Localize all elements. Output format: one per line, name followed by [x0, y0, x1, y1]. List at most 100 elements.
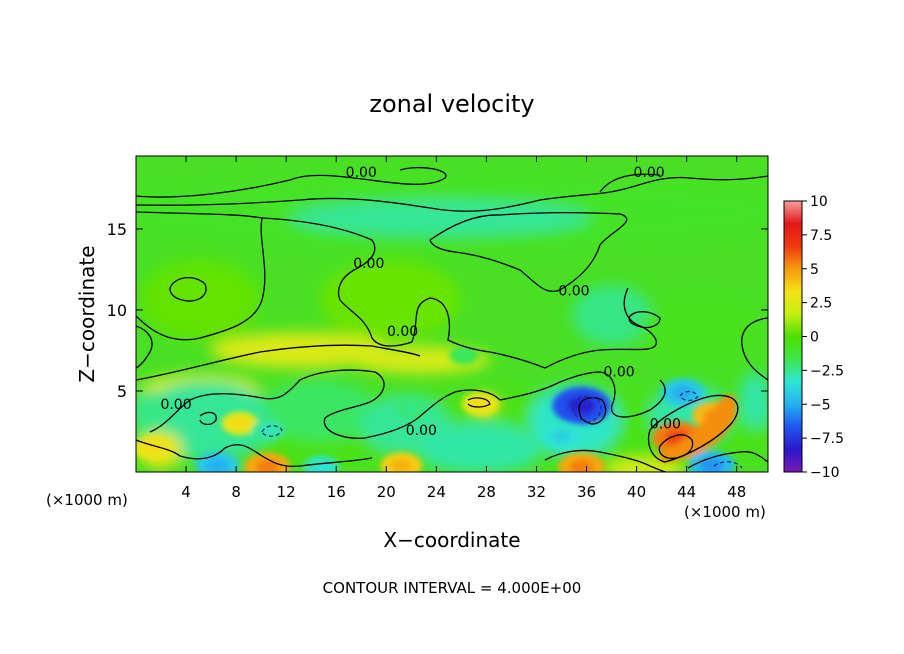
velocity-band-yellow — [210, 332, 390, 368]
velocity-feature-core — [143, 441, 162, 454]
velocity-region — [420, 423, 540, 472]
zero-contour-line — [149, 369, 501, 439]
contour-label: 0.00 — [406, 423, 437, 439]
zero-contour-line — [411, 297, 546, 369]
x-tick-label: 36 — [577, 483, 596, 501]
chart-title: zonal velocity — [369, 90, 534, 118]
velocity-feature-ridge — [660, 394, 737, 462]
x-tick-label: 32 — [527, 483, 546, 501]
zero-contour-line — [136, 166, 447, 198]
svg-text:0.00: 0.00 — [346, 165, 377, 181]
zero-contour-line — [499, 371, 666, 418]
contour-label: 0.00 — [634, 165, 665, 181]
zero-contour-line — [136, 175, 768, 212]
contour-label: 0.00 — [160, 397, 191, 413]
contour-label: 0.00 — [353, 256, 384, 272]
velocity-region — [640, 300, 760, 360]
velocity-region — [265, 380, 375, 440]
colorbar-tick-label: −5 — [810, 397, 831, 413]
zero-contour-line — [261, 217, 413, 347]
svg-text:0.00: 0.00 — [387, 324, 418, 340]
velocity-feature-core — [456, 350, 472, 360]
contour-label: 0.00 — [650, 416, 681, 432]
x-tick-label: 48 — [727, 483, 746, 501]
colorbar-gradient — [783, 200, 803, 473]
velocity-feature-core — [671, 385, 694, 400]
colorbar-tick-label: −2.5 — [810, 363, 844, 379]
zero-contour-line — [687, 451, 768, 469]
y-tick-label: 10 — [107, 301, 127, 320]
zero-contour-line — [599, 173, 661, 193]
y-axis: 5 10 15 — [107, 220, 768, 401]
zero-contour-line — [136, 439, 373, 468]
x-tick-label: 40 — [627, 483, 646, 501]
colorbar-tick-label: −7.5 — [810, 431, 844, 447]
x-tick-label: 20 — [377, 483, 396, 501]
zero-contour-line — [136, 211, 266, 341]
x-tick-label: 12 — [277, 483, 296, 501]
velocity-band-cyan — [290, 200, 590, 236]
velocity-feature-core — [390, 458, 412, 472]
x-tick-label: 8 — [231, 483, 241, 501]
x-unit-left: (×1000 m) — [46, 491, 128, 509]
svg-text:0.00: 0.00 — [160, 397, 191, 413]
zero-contour-line — [169, 277, 207, 302]
negative-contour-line — [679, 390, 699, 402]
contour-label: 0.00 — [346, 165, 377, 181]
colorbar: 10 7.5 5 2.5 0 −2.5 −5 −7.5 −10 — [783, 194, 844, 481]
svg-text:0.00: 0.00 — [634, 165, 665, 181]
svg-text:0.00: 0.00 — [558, 284, 589, 300]
x-tick-label: 24 — [427, 483, 446, 501]
y-tick-label: 15 — [107, 220, 127, 239]
velocity-feature-core — [551, 430, 572, 443]
zero-contour-line — [136, 344, 421, 381]
velocity-region — [605, 458, 685, 472]
zero-contour-line — [658, 434, 694, 459]
colorbar-tick-label: −10 — [810, 465, 840, 481]
velocity-feature-core — [566, 396, 597, 415]
zero-contour-line — [741, 317, 768, 381]
x-unit-right: (×1000 m) — [684, 503, 766, 521]
plot-frame — [135, 155, 769, 473]
velocity-feature-core — [206, 458, 229, 472]
zero-contour-line — [199, 411, 217, 426]
velocity-feature-core — [255, 459, 280, 472]
velocity-region — [136, 390, 170, 430]
y-tick-label: 5 — [117, 382, 127, 401]
colorbar-tick-label: 5 — [810, 262, 819, 278]
velocity-feature-core — [403, 403, 420, 414]
contour-label: 0.00 — [603, 365, 634, 381]
negative-contour-line — [572, 396, 602, 423]
svg-text:0.00: 0.00 — [406, 423, 437, 439]
velocity-feature-core — [700, 458, 724, 472]
zero-contour-line — [647, 394, 739, 463]
x-tick-label: 44 — [677, 483, 696, 501]
colorbar-tick-label: 2.5 — [810, 296, 832, 312]
svg-text:0.00: 0.00 — [650, 416, 681, 432]
velocity-region — [739, 372, 768, 428]
negative-contour-line — [713, 461, 743, 469]
velocity-region — [572, 285, 652, 345]
colorbar-tick-label: 0 — [810, 330, 819, 346]
zero-contour-line — [467, 397, 491, 408]
zero-contour-line — [628, 311, 661, 329]
velocity-region — [140, 260, 260, 340]
zero-contour-line — [136, 325, 153, 369]
velocity-region — [320, 260, 460, 340]
contour-label: 0.00 — [558, 284, 589, 300]
plot-area: 0.00 0.00 0.00 0.00 0.00 0.00 0.00 0.00 0.00 — [135, 155, 769, 473]
negative-contour-line — [261, 425, 283, 437]
colorbar-tick-label: 7.5 — [810, 228, 832, 244]
x-tick-label: 4 — [181, 483, 191, 501]
zero-contour-line — [544, 449, 667, 472]
svg-text:0.00: 0.00 — [603, 365, 634, 381]
x-tick-label: 16 — [327, 483, 346, 501]
svg-text:0.00: 0.00 — [353, 256, 384, 272]
contour-label: 0.00 — [387, 324, 418, 340]
zero-contour-line — [429, 211, 628, 293]
contour-interval-note: CONTOUR INTERVAL = 4.000E+00 — [323, 579, 582, 597]
x-tick-label: 28 — [477, 483, 496, 501]
velocity-feature-core — [569, 459, 594, 472]
velocity-feature-core — [260, 424, 278, 436]
